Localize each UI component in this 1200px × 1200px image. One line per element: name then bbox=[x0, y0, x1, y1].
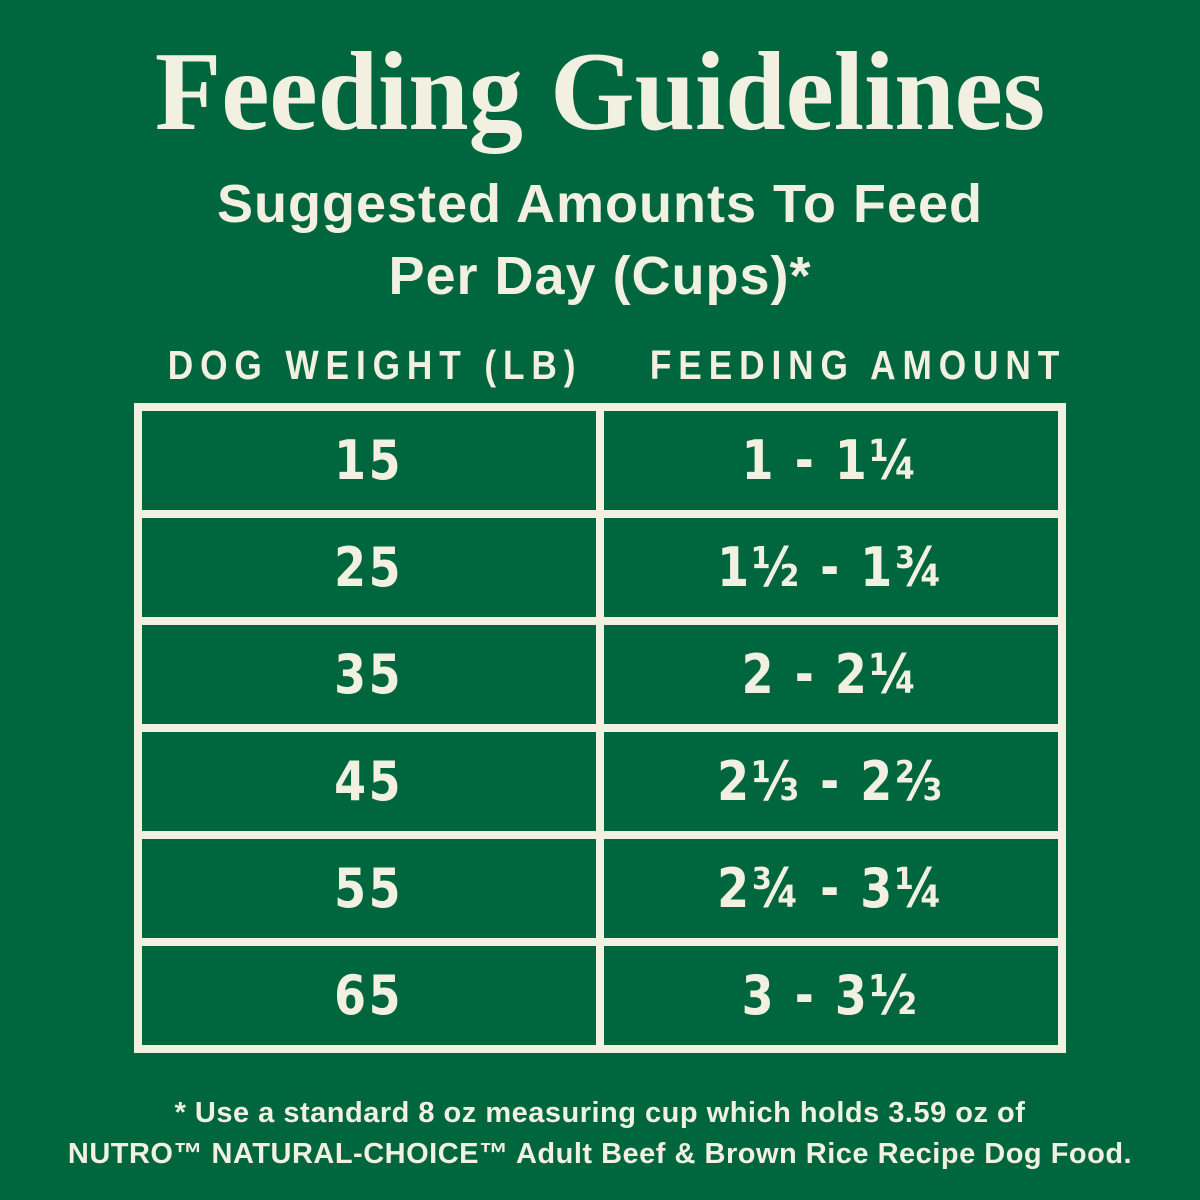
table-row-5-weight-cell: 55 bbox=[142, 838, 596, 938]
feeding-table: 15 1 - 1¼ 25 1½ - 1¾ 35 2 - 2¼ 45 2⅓ - 2… bbox=[134, 402, 1066, 1053]
table-row-6-amount-cell: 3 - 3½ bbox=[604, 945, 1058, 1045]
table-row-2-amount-cell: 1½ - 1¾ bbox=[604, 517, 1058, 617]
table-row-3-amount-cell: 2 - 2¼ bbox=[604, 624, 1058, 724]
table-column-headers: DOG WEIGHT (LB) FEEDING AMOUNT bbox=[134, 342, 1066, 389]
footnote: * Use a standard 8 oz measuring cup whic… bbox=[0, 1093, 1200, 1175]
table-row-5-amount-cell: 2¾ - 3¼ bbox=[604, 838, 1058, 938]
column-header-dog-weight: DOG WEIGHT (LB) bbox=[167, 341, 583, 388]
table-row-3-weight-cell: 35 bbox=[142, 624, 596, 724]
page-title: Feeding Guidelines bbox=[154, 30, 1046, 154]
table-row-1-weight-cell: 15 bbox=[142, 410, 596, 510]
subtitle: Suggested Amounts To Feed Per Day (Cups)… bbox=[0, 169, 1200, 312]
subtitle-line-1: Suggested Amounts To Feed bbox=[216, 174, 984, 235]
subtitle-line-2: Per Day (Cups)* bbox=[388, 245, 812, 306]
table-row-6-weight-cell: 65 bbox=[142, 945, 596, 1045]
column-header-feeding-amount: FEEDING AMOUNT bbox=[650, 341, 1067, 388]
footnote-line-1: * Use a standard 8 oz measuring cup whic… bbox=[174, 1096, 1026, 1129]
table-row-1-amount-cell: 1 - 1¼ bbox=[604, 410, 1058, 510]
table-row-4-amount-cell: 2⅓ - 2⅔ bbox=[604, 731, 1058, 831]
table-row-2-weight-cell: 25 bbox=[142, 517, 596, 617]
table-row-4-weight-cell: 45 bbox=[142, 731, 596, 831]
footnote-line-2: NUTRO™ NATURAL-CHOICE™ Adult Beef & Brow… bbox=[67, 1138, 1133, 1171]
